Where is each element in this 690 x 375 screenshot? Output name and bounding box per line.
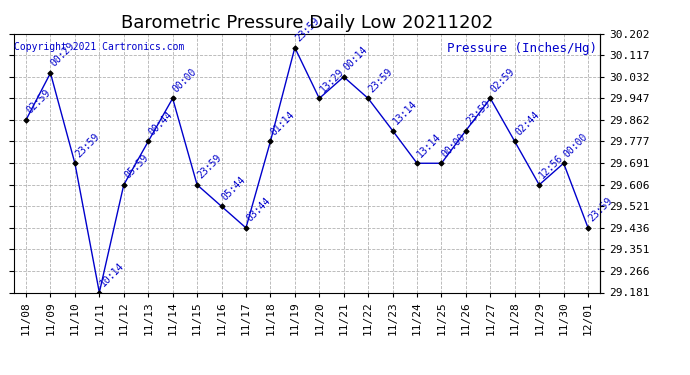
Text: 12:56: 12:56 [538, 153, 566, 181]
Text: 10:14: 10:14 [98, 261, 126, 288]
Text: 05:59: 05:59 [122, 153, 150, 181]
Point [265, 138, 276, 144]
Text: 13:14: 13:14 [415, 131, 444, 159]
Point [289, 45, 300, 51]
Text: 02:44: 02:44 [513, 110, 541, 137]
Point [70, 160, 81, 166]
Point [411, 160, 422, 166]
Text: 02:59: 02:59 [25, 88, 52, 116]
Point [387, 128, 398, 134]
Point [436, 160, 447, 166]
Text: 13:29: 13:29 [318, 66, 346, 94]
Text: 23:59: 23:59 [293, 16, 321, 44]
Point [558, 160, 569, 166]
Text: Copyright 2021 Cartronics.com: Copyright 2021 Cartronics.com [14, 42, 185, 51]
Text: 23:59: 23:59 [366, 66, 395, 94]
Text: 00:00: 00:00 [562, 131, 590, 159]
Text: 01:14: 01:14 [269, 110, 297, 137]
Text: 23:59: 23:59 [464, 99, 492, 126]
Point [240, 225, 251, 231]
Point [216, 203, 227, 209]
Text: 02:59: 02:59 [489, 66, 517, 94]
Point [582, 225, 593, 231]
Point [192, 182, 203, 188]
Text: 00:29: 00:29 [49, 41, 77, 69]
Point [338, 74, 349, 80]
Title: Barometric Pressure Daily Low 20211202: Barometric Pressure Daily Low 20211202 [121, 14, 493, 32]
Text: 23:59: 23:59 [195, 153, 224, 181]
Text: 13:14: 13:14 [391, 99, 419, 126]
Point [143, 138, 154, 144]
Point [460, 128, 471, 134]
Text: 00:14: 00:14 [342, 45, 370, 73]
Text: 03:44: 03:44 [244, 196, 273, 224]
Point [94, 290, 105, 296]
Point [485, 95, 496, 101]
Text: 00:00: 00:00 [440, 131, 468, 159]
Point [363, 95, 374, 101]
Text: 05:44: 05:44 [220, 174, 248, 202]
Text: 23:59: 23:59 [73, 131, 101, 159]
Point [167, 95, 178, 101]
Text: 00:00: 00:00 [171, 66, 199, 94]
Text: Pressure (Inches/Hg): Pressure (Inches/Hg) [447, 42, 598, 54]
Point [533, 182, 544, 188]
Point [118, 182, 129, 188]
Point [45, 70, 56, 76]
Text: 00:44: 00:44 [147, 110, 175, 137]
Point [21, 117, 32, 123]
Point [314, 95, 325, 101]
Point [509, 138, 520, 144]
Text: 23:59: 23:59 [586, 196, 614, 224]
